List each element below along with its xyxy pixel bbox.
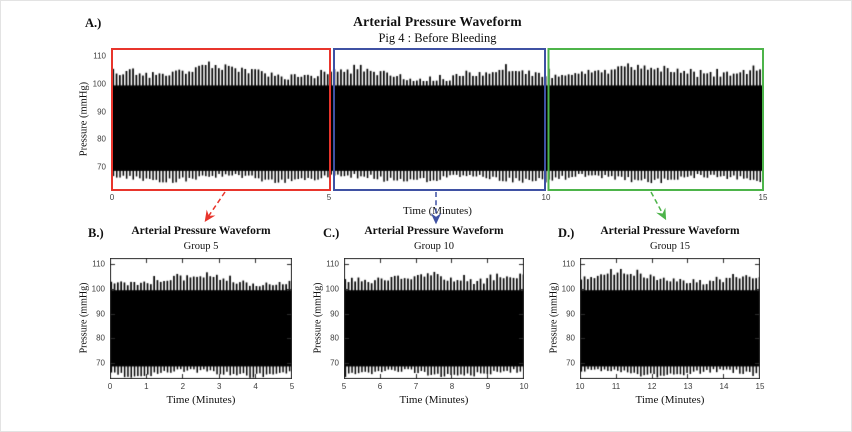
panel-c-subtitle: Group 10: [414, 241, 454, 252]
panel-d-xtick-label: 10: [575, 382, 585, 391]
panel-a-yaxis-label: Pressure (mmHg): [78, 81, 90, 157]
panel-b-ytick-label: 90: [96, 309, 105, 318]
panel-c-label: C.): [323, 226, 340, 240]
panel-b-ytick-label: 70: [96, 358, 105, 368]
panel-d-xtick-label: 11: [611, 382, 621, 391]
panel-a-title: Arterial Pressure Waveform: [353, 14, 522, 29]
panel-b-subtitle: Group 5: [183, 241, 219, 252]
panel-d-waveform: [580, 258, 760, 379]
panel-b-label: B.): [88, 226, 104, 240]
panel-c-xaxis-label: Time (Minutes): [399, 394, 469, 406]
panel-b-xtick-label: 4: [253, 382, 258, 391]
panel-d-yaxis-label: Pressure (mmHg): [548, 282, 560, 354]
panel-b-yaxis-label: Pressure (mmHg): [78, 282, 90, 354]
panel-a-xtick-label: 5: [326, 193, 332, 202]
panel-a-ytick-label: 70: [97, 162, 106, 172]
panel-d-title: Arterial Pressure Waveform: [600, 225, 740, 237]
panel-a-ytick-label: 90: [97, 107, 106, 116]
panel-c-xtick-label: 8: [449, 382, 455, 391]
panel-b-xtick-label: 1: [144, 382, 149, 391]
panel-a-ytick-label: 80: [97, 134, 106, 144]
panel-b-xtick-label: 2: [180, 382, 186, 391]
panel-a-label: A.): [85, 16, 102, 30]
panel-a-subtitle: Pig 4 : Before Bleeding: [378, 31, 497, 45]
panel-d-ytick-label: 80: [566, 333, 575, 343]
panel-c-ytick-label: 70: [330, 358, 339, 368]
panel-c-xtick-label: 10: [519, 382, 529, 391]
panel-d-ytick-label: 110: [562, 259, 575, 269]
panel-b-ytick-label: 80: [96, 333, 105, 343]
panel-a-waveform: [112, 49, 763, 190]
panel-c-xtick-label: 7: [413, 382, 419, 391]
panel-a-xaxis-label: Time (Minutes): [403, 205, 472, 217]
panel-c-title: Arterial Pressure Waveform: [364, 225, 504, 237]
panel-c-waveform: [344, 258, 524, 379]
panel-c-xtick-label: 9: [485, 382, 491, 391]
panel-b-xtick-label: 5: [289, 382, 295, 391]
panel-d-subtitle: Group 15: [650, 241, 690, 252]
panel-c-ytick-label: 100: [325, 284, 339, 294]
panel-d-label: D.): [558, 226, 575, 240]
panel-a-ytick-label: 100: [92, 79, 106, 89]
panel-b-xtick-label: 0: [107, 382, 113, 391]
panel-c-yaxis-label: Pressure (mmHg): [312, 282, 324, 354]
panel-a-ytick-label: 110: [93, 51, 106, 61]
panel-c-xtick-label: 6: [377, 382, 383, 391]
panel-d-ytick-label: 90: [566, 309, 575, 318]
panel-d-ytick-label: 100: [561, 284, 575, 294]
panel-b-ytick-label: 110: [92, 259, 105, 269]
panel-d-xtick-label: 14: [719, 382, 729, 391]
panel-c-ytick-label: 80: [330, 333, 339, 343]
panel-d-xtick-label: 13: [683, 382, 693, 391]
panel-b-xtick-label: 3: [216, 382, 222, 391]
panel-d-xtick-label: 15: [755, 382, 765, 391]
panel-b-waveform: [110, 258, 292, 379]
panel-d-xtick-label: 12: [647, 382, 657, 391]
panel-d-ytick-label: 70: [566, 358, 575, 368]
panel-a-xtick-label: 0: [109, 193, 115, 202]
panel-c-xtick-label: 5: [341, 382, 347, 391]
panel-a-xtick-label: 15: [758, 193, 768, 202]
panel-a-xtick-label: 10: [541, 193, 551, 202]
panel-b-title: Arterial Pressure Waveform: [131, 225, 271, 237]
panel-d-xaxis-label: Time (Minutes): [635, 394, 705, 406]
panel-b-ytick-label: 100: [91, 284, 105, 294]
panel-b-xaxis-label: Time (Minutes): [166, 394, 236, 406]
panel-c-ytick-label: 110: [326, 259, 339, 269]
panel-c-ytick-label: 90: [330, 309, 339, 318]
